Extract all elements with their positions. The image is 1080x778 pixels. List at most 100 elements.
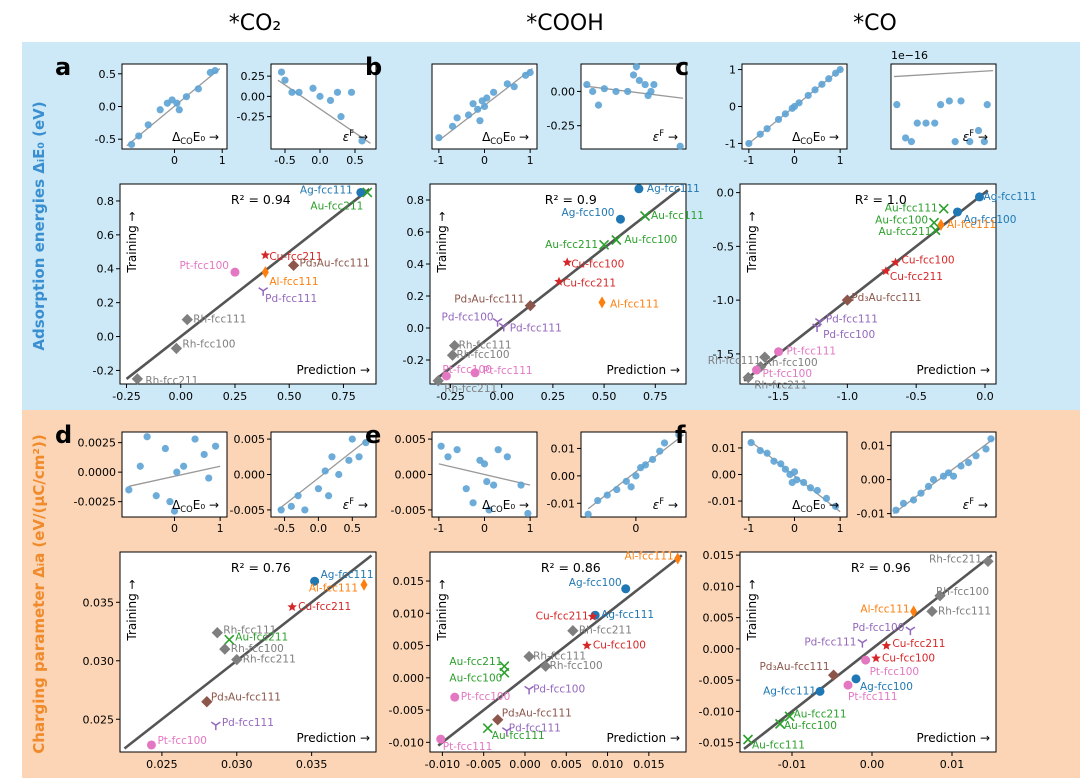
data-label: Pd-fcc111: [826, 314, 878, 326]
panel-5-inset-2-axis-label: εF →: [963, 496, 988, 512]
data-label: Pd-fcc111: [510, 322, 562, 334]
data-label: Ag-fcc111: [321, 569, 374, 581]
data-label: Cu-fcc211: [892, 638, 945, 650]
r2-annotation: R² = 0.86: [541, 560, 601, 575]
data-label: Pd-fcc111: [509, 723, 561, 735]
data-label: Ag-fcc111: [983, 191, 1036, 203]
panel-1-inset-1-point: [469, 100, 477, 108]
panel-2-inset-1-axis-label: ΔCOE₀ →: [792, 130, 839, 146]
panel-5-inset-2-point: [917, 489, 925, 497]
main-xtick-label: -0.005: [466, 758, 501, 771]
data-point-Ag-fcc111: [356, 187, 366, 197]
panel-0-inset-2-point: [337, 113, 345, 121]
data-label: Au-fcc211: [235, 632, 288, 644]
panel-4-inset-2-point: [603, 491, 611, 499]
panel-3-inset-1-point: [200, 450, 208, 459]
data-point-Pt-fcc100: [861, 655, 871, 665]
main-xtick-label: 0.005: [551, 758, 583, 771]
data-label: Ag-fcc111: [300, 184, 353, 196]
data-label: Pt-fcc100: [870, 666, 920, 678]
panel-2-inset-1-xtick-label: 0: [791, 154, 798, 167]
main-ytick-label: 0.005: [703, 612, 735, 625]
data-point-Pt-fcc100: [146, 740, 156, 750]
panel-letter-d: d: [55, 421, 72, 449]
panel-2-inset-2-point: [966, 138, 974, 146]
panel-2-inset-2-point: [907, 138, 916, 146]
panel-letter-c: c: [675, 53, 689, 81]
main-ytick-label: 0.000: [703, 643, 735, 656]
main-xtick-label: 0.035: [296, 758, 328, 771]
panel-5-inset-1-xtick-label: -1: [743, 522, 754, 535]
data-point-Au-fcc111: [742, 734, 754, 745]
main-ytick-label: 0.005: [393, 640, 425, 653]
data-point-Pd₃Au-fcc111: [827, 669, 840, 681]
panel-5-inset-1-xtick-label: 1: [837, 522, 844, 535]
data-label: Au-fcc100: [784, 720, 837, 732]
data-label: Pd₃Au-fcc111: [454, 294, 524, 306]
data-label: Au-fcc111: [651, 210, 704, 222]
panel-4-inset-1-point: [485, 506, 493, 514]
panel-5-inset-2-point: [987, 435, 995, 443]
panel-2-inset-1-ytick-label: -1: [725, 137, 736, 150]
data-label: Pt-fcc100: [461, 691, 511, 703]
panel-5-inset-2-point: [972, 452, 980, 460]
panel-3-inset-1-point: [170, 507, 179, 515]
data-point-Pt-fcc100: [230, 267, 240, 277]
panel-5-inset-2: -0.01 0.00 0.01 εF →: [857, 431, 997, 521]
data-label: Pt-fcc111: [443, 741, 493, 753]
panel-4-inset-1-ytick-label: -0.005: [391, 504, 426, 517]
panel-4-inset-2-ytick-label: 0.01: [551, 442, 576, 455]
panel-c: c -1 0 1 -1 0 1 ΔCOE₀ → 1e−16 εF → -1.5 -1.0 -0.5 0.0…: [675, 49, 1036, 403]
data-point-Pd-fcc100: [524, 685, 535, 695]
column-header-co2: *CO₂: [229, 11, 282, 36]
panel-4-inset-2-point: [584, 510, 592, 518]
panel-2-inset-1-xtick-label: 1: [837, 154, 844, 167]
main-ytick-label: 0.6: [97, 229, 115, 242]
training-axis-label: Training →: [125, 579, 139, 641]
data-label: Ag-fcc111: [601, 609, 654, 621]
panel-1-inset-2-point: [650, 80, 658, 89]
panel-0-inset-2-ytick-label: -0.25: [237, 111, 265, 124]
data-label: Pt-fcc100: [179, 260, 229, 272]
main-ytick-label: -0.010: [699, 705, 734, 718]
data-point-Pd₃Au-fcc111: [524, 299, 537, 312]
panel-1-inset-2-point: [594, 101, 603, 109]
data-point-Au-fcc111: [482, 723, 493, 734]
data-point-Pt-fcc111: [843, 680, 853, 690]
training-axis-label: Training →: [745, 211, 759, 273]
panel-1-inset-1-point: [503, 80, 511, 88]
panel-3-inset-2-point: [294, 492, 302, 500]
main-ytick-label: -0.5: [713, 240, 734, 253]
panel-3-inset-2-point: [314, 485, 323, 493]
panel-2-inset-2-point: [983, 101, 991, 109]
panel-2-inset-1-point: [836, 65, 844, 74]
panel-1-inset-2-point: [612, 87, 620, 96]
data-label: Au-fcc111: [752, 740, 805, 752]
panel-3-inset-2-point: [328, 453, 336, 461]
panel-1-inset-1-point: [526, 68, 534, 77]
data-label: Pd₃Au-fcc111: [502, 708, 572, 720]
panel-3-inset-2-ytick-label: 0.000: [234, 469, 266, 482]
data-label: Rh-fcc111: [533, 651, 586, 663]
panel-4-inset-2-axis-label: εF →: [653, 496, 678, 512]
data-point-Pt-fcc100: [450, 692, 460, 702]
data-point-Ag-fcc111: [310, 576, 320, 586]
main-ytick-label: 0.8: [407, 194, 425, 207]
data-point-Au-fcc100: [774, 718, 786, 729]
data-point-Au-fcc100: [499, 667, 510, 678]
main-ytick-label: -0.2: [93, 364, 114, 377]
panel-3-inset-2-ytick-label: -0.005: [230, 504, 265, 517]
data-point-Pd-fcc100: [812, 323, 822, 333]
main-ytick-label: 0.015: [703, 549, 735, 562]
panel-3-inset-1-axis-label: ΔCOE₀ →: [172, 498, 219, 514]
main-ytick-label: 0.6: [407, 226, 425, 239]
panel-0-inset-2-point: [288, 88, 296, 96]
panel-5-inset-1-point: [756, 446, 764, 455]
main-ytick-label: 0.030: [83, 655, 115, 668]
panel-1-inset-2-fit-line: [583, 85, 684, 99]
panel-letter-b: b: [365, 53, 382, 81]
panel-1-inset-1-point: [483, 94, 491, 102]
main-ytick-label: -1.5: [713, 348, 734, 361]
data-point-Au-fcc111: [639, 210, 651, 222]
panel-4-inset-2-point: [656, 447, 664, 455]
